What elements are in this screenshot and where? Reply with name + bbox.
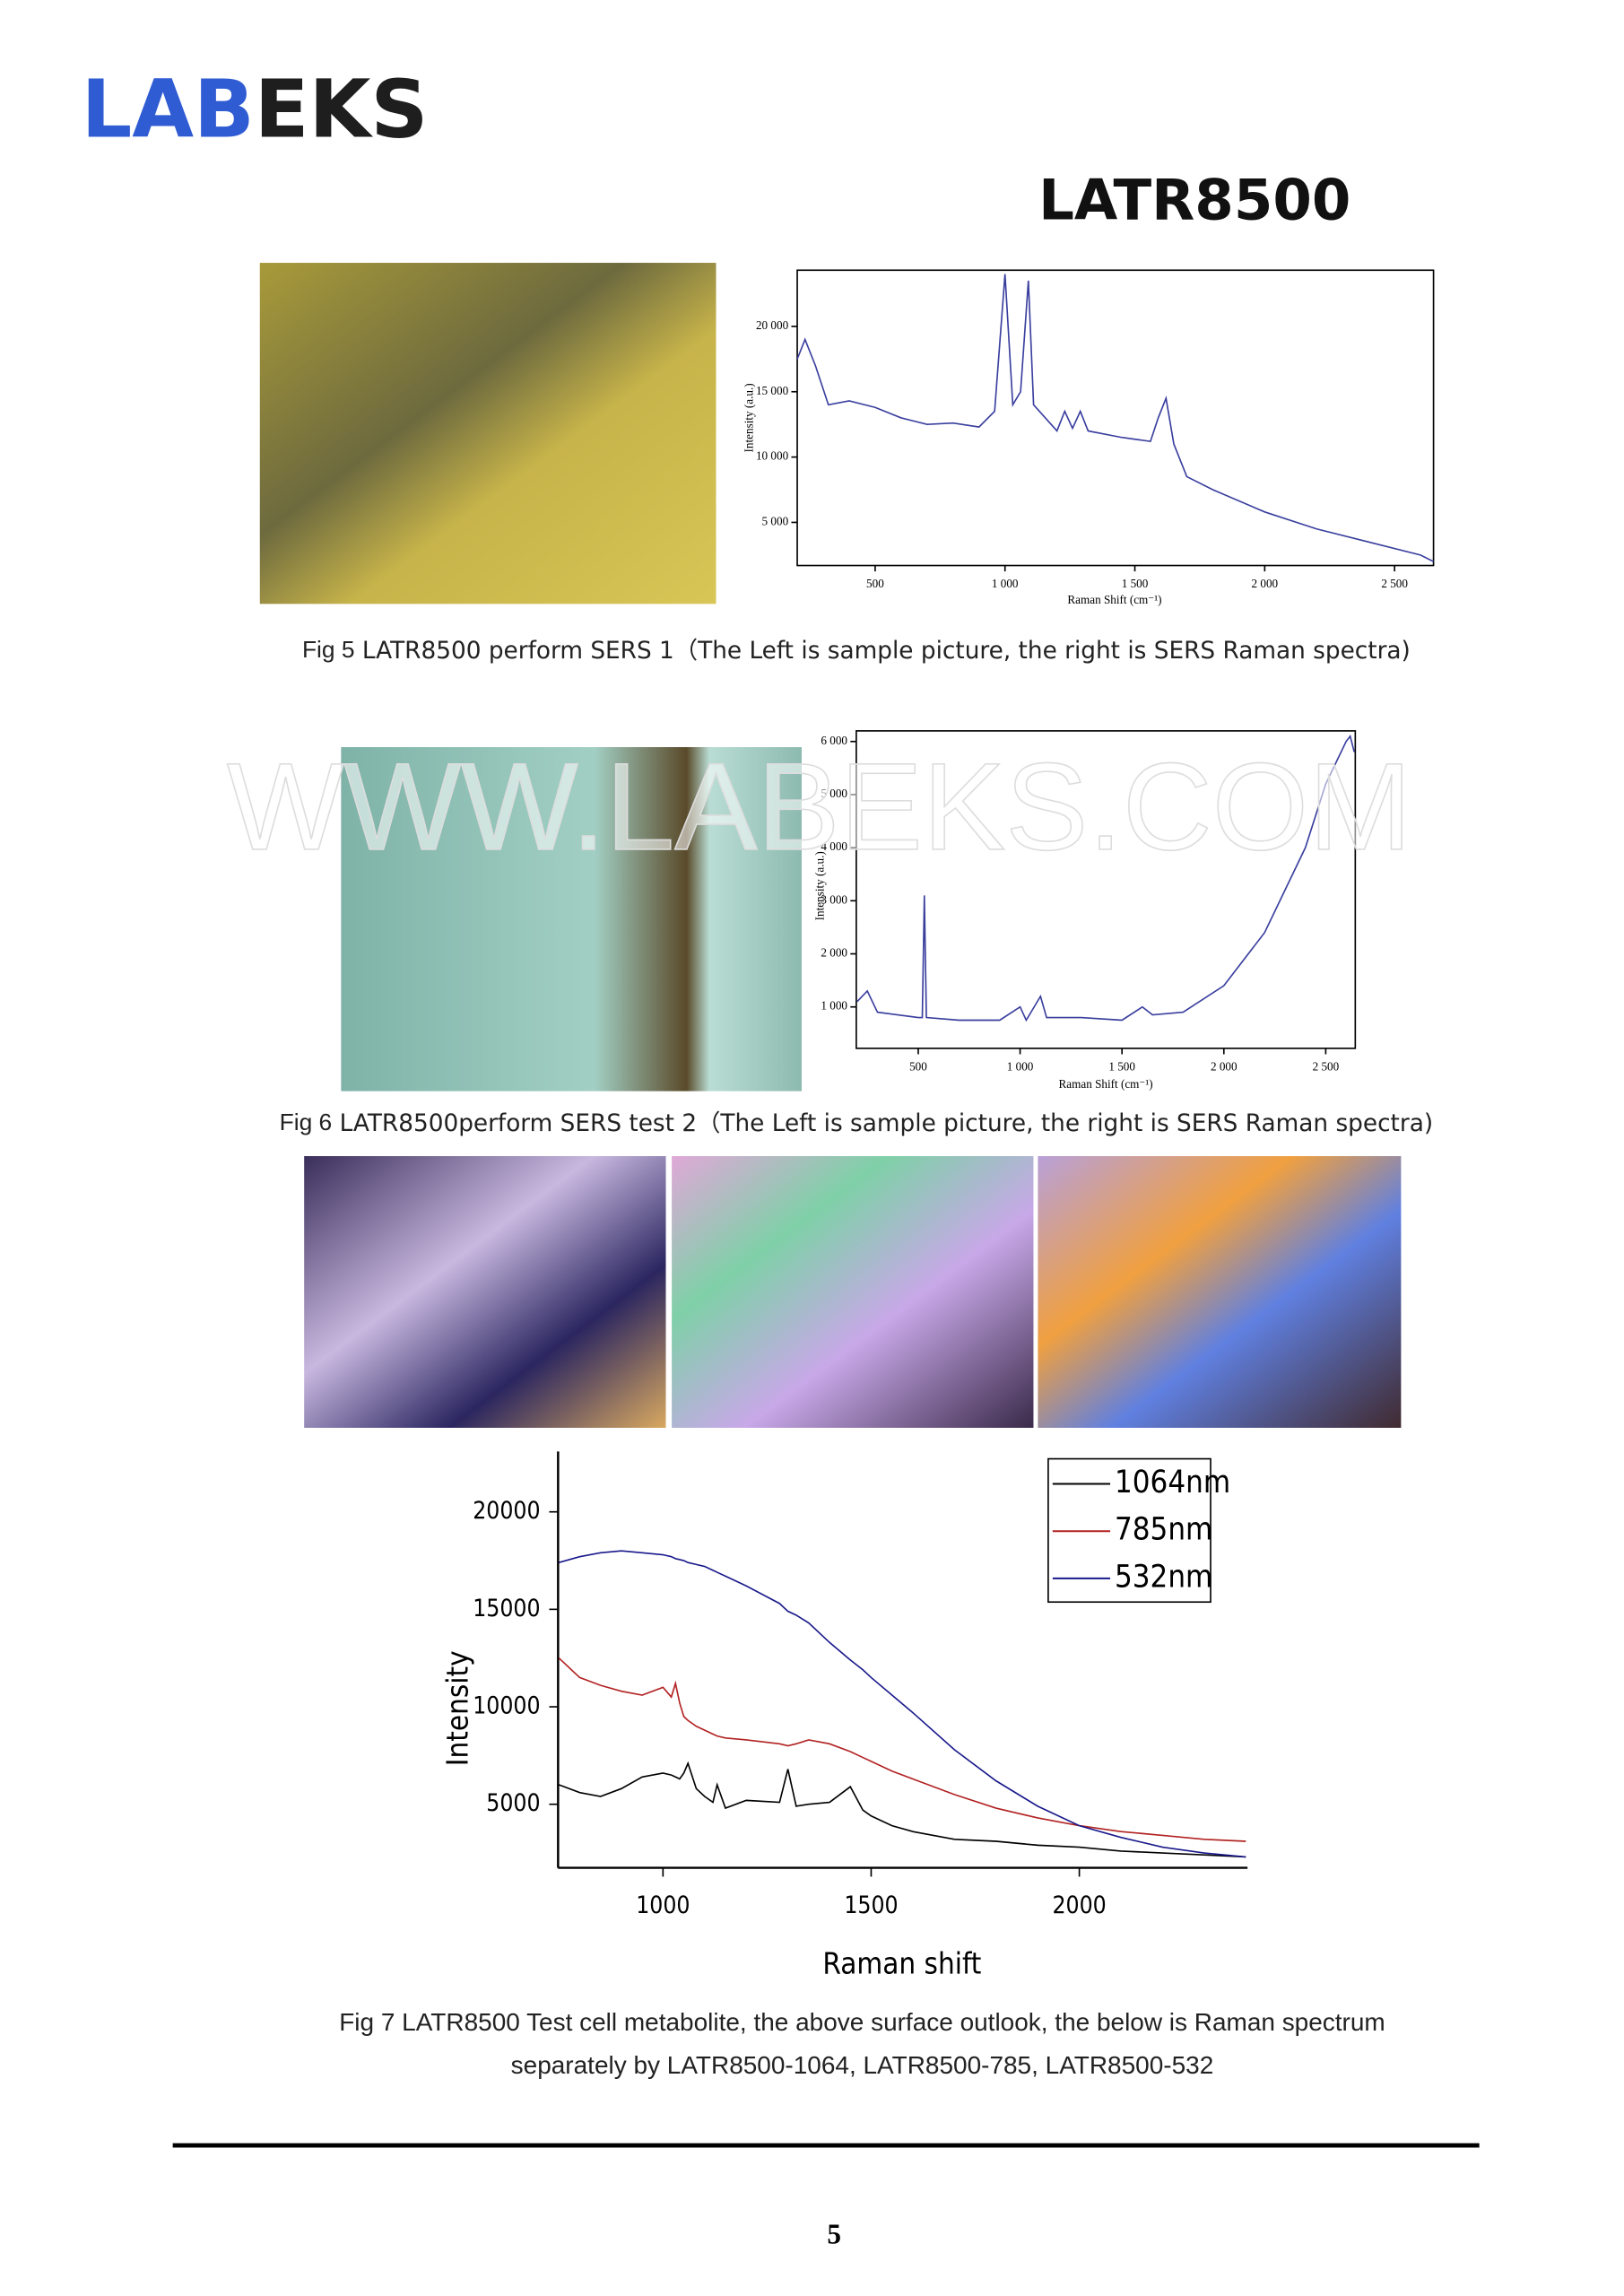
caption-text: LATR8500 Test cell metabolite, the above… xyxy=(402,2008,1385,2036)
caption-label: Fig 6 xyxy=(280,1109,333,1135)
y-tick-label: 1 000 xyxy=(821,999,847,1013)
caption-text: LATR8500perform SERS test 2（The Left is … xyxy=(340,1109,1434,1136)
y-tick-label: 3 000 xyxy=(821,892,847,906)
y-tick-label: 20 000 xyxy=(756,318,789,332)
caption-label: Fig 5 xyxy=(302,636,355,663)
sample-photo xyxy=(341,747,802,1091)
y-axis-label: Intensity (a.u.) xyxy=(742,383,755,452)
x-tick-label: 500 xyxy=(866,577,884,590)
x-axis-label: Raman Shift (cm⁻¹) xyxy=(1067,593,1161,606)
series-line xyxy=(559,1550,1246,1858)
y-tick-label: 10000 xyxy=(473,1693,540,1720)
y-tick-label: 15000 xyxy=(473,1596,540,1622)
caption-label: Fig 7 xyxy=(339,2008,395,2036)
x-tick-label: 2000 xyxy=(1052,1892,1106,1919)
caption-line: separately by LATR8500-1064, LATR8500-78… xyxy=(511,2051,1214,2079)
caption: Fig 6 LATR8500perform SERS test 2（The Le… xyxy=(280,1109,1433,1137)
sample-photo xyxy=(259,263,716,604)
caption-text: LATR8500 perform SERS 1（The Left is samp… xyxy=(362,638,1411,665)
y-tick-label: 10 000 xyxy=(756,449,789,463)
y-axis-label: Intensity (a.u.) xyxy=(812,851,826,920)
logo: LABEKS xyxy=(82,63,429,156)
page-number: 5 xyxy=(827,2218,841,2249)
logo-blue: LAB xyxy=(82,63,255,156)
sample-photo xyxy=(672,1156,1034,1428)
x-tick-label: 1 500 xyxy=(1108,1059,1135,1073)
logo-dark: EKS xyxy=(255,63,429,156)
x-tick-label: 2 500 xyxy=(1381,577,1408,590)
x-tick-label: 500 xyxy=(909,1059,927,1073)
plot-frame xyxy=(796,269,1435,567)
legend-label: 1064nm xyxy=(1115,1465,1230,1500)
x-tick-label: 2 000 xyxy=(1252,577,1279,590)
x-tick-label: 1500 xyxy=(844,1892,898,1919)
y-tick-label: 5000 xyxy=(486,1790,540,1817)
charts: 500 1 000 1 500 2 000 2 500 5 000 10 000 15 000… xyxy=(440,269,1435,1981)
caption: Fig 5 LATR8500 perform SERS 1（The Left i… xyxy=(302,636,1411,665)
y-tick-label: 6 000 xyxy=(821,734,847,747)
sample-photo xyxy=(1038,1156,1402,1428)
x-axis-label: Raman shift xyxy=(822,1946,981,1981)
x-tick-label: 1 000 xyxy=(1007,1059,1034,1073)
series-line xyxy=(796,274,1434,562)
sample-photo xyxy=(304,1156,666,1428)
y-tick-label: 2 000 xyxy=(821,946,847,960)
series-line xyxy=(856,735,1356,1022)
y-tick-label: 4 000 xyxy=(821,839,847,853)
caption: Fig 7 LATR8500 Test cell metabolite, the… xyxy=(339,2008,1385,2036)
model-title: LATR8500 xyxy=(1038,167,1350,232)
y-tick-label: 5 000 xyxy=(762,514,789,527)
watermark: WWW.LABEKS.COM xyxy=(227,738,1411,876)
y-tick-label: 15 000 xyxy=(756,384,789,397)
series-line xyxy=(558,1657,1246,1842)
legend-label: 532nm xyxy=(1115,1559,1212,1595)
plot-frame xyxy=(855,730,1357,1049)
y-axis-label: Intensity xyxy=(440,1650,475,1766)
x-tick-label: 2 500 xyxy=(1313,1059,1340,1073)
series-line xyxy=(558,1761,1246,1858)
x-tick-label: 1 000 xyxy=(992,577,1019,590)
x-tick-label: 2 000 xyxy=(1211,1059,1238,1073)
y-tick-label: 20000 xyxy=(473,1498,540,1525)
legend-label: 785nm xyxy=(1115,1512,1212,1548)
x-tick-label: 1000 xyxy=(636,1892,690,1919)
x-tick-label: 1 500 xyxy=(1122,577,1149,590)
x-axis-label: Raman Shift (cm⁻¹) xyxy=(1059,1077,1153,1091)
y-tick-label: 5 000 xyxy=(821,787,847,800)
